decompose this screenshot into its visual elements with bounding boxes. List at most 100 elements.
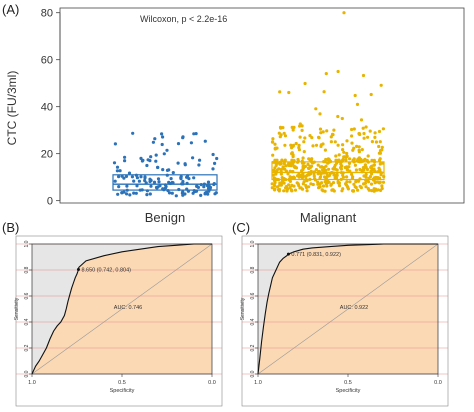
benign-point: [124, 174, 129, 178]
malignant-point: [288, 186, 292, 190]
benign-point: [171, 171, 175, 175]
benign-point: [192, 176, 196, 180]
benign-point: [211, 167, 215, 171]
malignant-point: [368, 175, 372, 179]
malignant-point: [283, 134, 288, 138]
malignant-point: [377, 129, 382, 134]
malignant-point: [289, 188, 294, 192]
benign-point: [176, 161, 180, 165]
malignant-point: [285, 189, 289, 193]
box-malignant: [271, 161, 385, 181]
benign-point: [189, 141, 193, 145]
benign-point: [187, 177, 191, 181]
benign-point: [137, 179, 141, 183]
malignant-point: [372, 163, 376, 167]
malignant-point: [283, 158, 287, 162]
malignant-point: [352, 182, 356, 186]
malignant-point: [378, 169, 382, 173]
malignant-point: [303, 81, 307, 86]
benign-point: [165, 148, 169, 152]
malignant-point: [351, 175, 355, 179]
malignant-point: [333, 176, 337, 180]
malignant-point: [348, 157, 352, 161]
box-benign: [112, 174, 218, 191]
benign-point: [203, 139, 207, 143]
benign-point: [128, 193, 132, 197]
malignant-point: [369, 92, 373, 97]
malignant-point: [347, 161, 352, 165]
malignant-point: [369, 182, 374, 186]
panel-a-y-ticks: 0 20 40 60 80: [41, 8, 61, 208]
malignant-point: [336, 158, 340, 162]
benign-point: [135, 176, 139, 180]
panel-c-reference-diagonal: [257, 243, 439, 375]
panel-b-y-tick-label: 1.0: [24, 240, 30, 247]
malignant-point: [343, 165, 347, 170]
benign-point: [206, 180, 211, 184]
malignant-point: [345, 184, 349, 188]
malignant-point: [367, 180, 371, 184]
malignant-point: [291, 155, 295, 159]
benign-point: [131, 131, 135, 135]
malignant-point: [295, 181, 299, 185]
panel-b-area-above-curve: [32, 244, 212, 374]
malignant-point: [296, 157, 300, 162]
panel-b-auc-label: AUC: 0.746: [114, 305, 142, 311]
malignant-point: [353, 93, 357, 98]
benign-point: [139, 175, 143, 179]
malignant-point: [293, 188, 298, 192]
panel-c-auc-label: AUC: 0.922: [340, 305, 368, 311]
benign-point: [197, 163, 201, 167]
malignant-point: [372, 158, 376, 162]
benign-point: [154, 153, 158, 157]
panel-b-y-tick-label: 0.8: [24, 266, 30, 273]
malignant-point: [380, 186, 384, 191]
benign-point: [198, 158, 202, 162]
malignant-point: [304, 174, 308, 178]
malignant-point: [373, 131, 377, 135]
malignant-point: [345, 139, 349, 143]
malignant-point: [376, 176, 380, 180]
malignant-point: [325, 129, 329, 133]
malignant-point: [279, 167, 283, 171]
malignant-point: [370, 158, 374, 162]
malignant-point: [278, 125, 283, 129]
malignant-point: [291, 143, 296, 147]
malignant-point: [381, 127, 385, 131]
malignant-point: [306, 162, 310, 166]
malignant-point: [363, 157, 367, 161]
malignant-point: [359, 118, 364, 122]
benign-point: [181, 193, 185, 197]
benign-point: [156, 177, 161, 181]
malignant-point: [279, 133, 283, 137]
malignant-point: [271, 153, 275, 157]
malignant-point: [324, 72, 328, 76]
malignant-point: [381, 180, 386, 184]
malignant-point: [362, 165, 367, 169]
panel-b-x-tick-label: 0.0: [208, 380, 216, 386]
malignant-point: [357, 145, 361, 149]
benign-point: [154, 159, 158, 163]
benign-point: [122, 190, 126, 194]
malignant-point: [284, 186, 288, 190]
panel-c-y-tick-label: 0.0: [250, 370, 256, 377]
malignant-point: [302, 180, 306, 184]
panel-c-y-tick-label: 0.4: [250, 318, 256, 325]
malignant-point: [318, 112, 322, 116]
malignant-point: [275, 168, 279, 172]
malignant-point: [320, 181, 324, 185]
malignant-point: [324, 157, 328, 162]
malignant-point: [345, 175, 349, 179]
malignant-point: [341, 143, 345, 147]
malignant-point: [361, 168, 365, 172]
malignant-point: [345, 151, 349, 156]
malignant-point: [297, 183, 301, 188]
malignant-point: [336, 114, 340, 119]
benign-point: [132, 179, 136, 183]
benign-point: [135, 184, 139, 188]
malignant-point: [368, 129, 372, 133]
malignant-point: [373, 181, 377, 185]
malignant-point: [377, 158, 382, 162]
malignant-point: [304, 185, 309, 190]
malignant-point: [280, 181, 284, 185]
